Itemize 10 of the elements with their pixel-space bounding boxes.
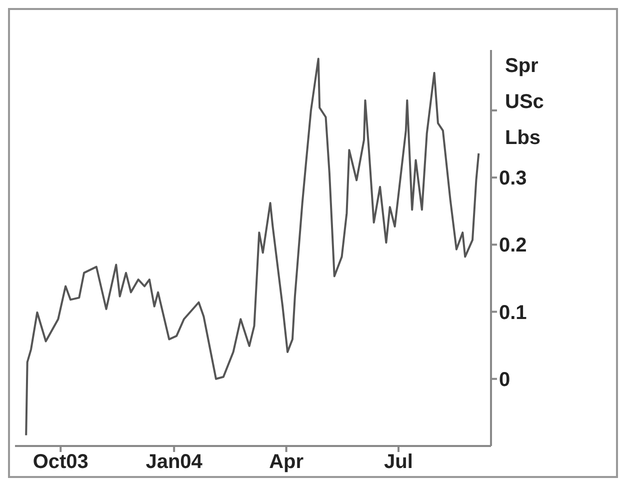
x-tick-label: Oct03 [32,451,88,474]
x-tick-label: Jul [384,451,413,474]
y-tick-label: 0 [499,368,510,391]
line-series [25,58,480,436]
y-axis-title: Spr USc Lbs [505,55,544,149]
x-tick-label: Jan04 [146,451,204,474]
y-tick-label: 0.1 [499,302,527,324]
y-tick-label: 0.3 [499,168,527,190]
y-tick-label: 0.2 [499,234,527,257]
x-tick-label: Apr [269,451,304,474]
